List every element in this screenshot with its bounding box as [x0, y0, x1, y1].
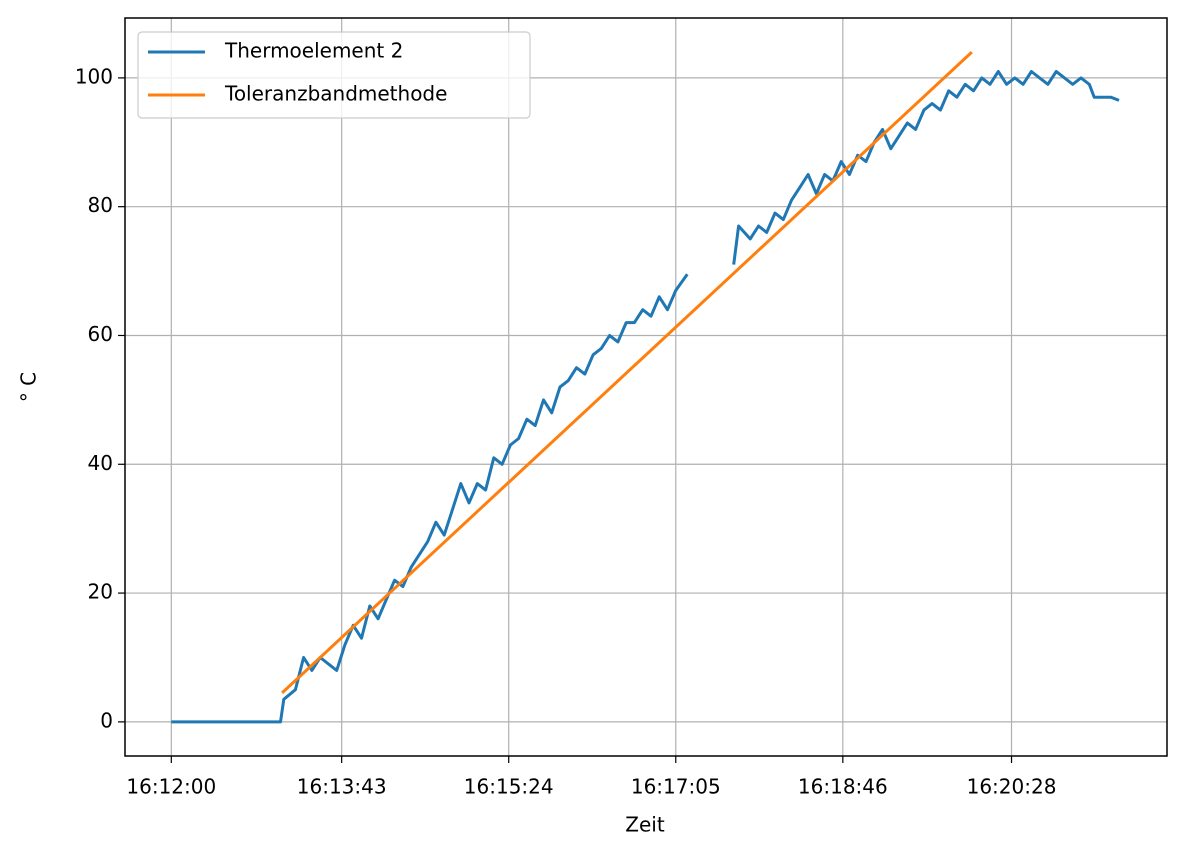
- y-tick-label: 20: [88, 580, 113, 604]
- x-tick-label: 16:18:46: [798, 775, 888, 799]
- y-tick-label: 40: [88, 451, 113, 475]
- legend-box: [137, 31, 531, 119]
- data-line: [171, 70, 1120, 724]
- x-tick-label: 16:12:00: [126, 775, 216, 799]
- x-tick-label: 16:20:28: [967, 775, 1057, 799]
- x-tick-label: 16:15:24: [464, 775, 554, 799]
- plot-frame: [124, 17, 1168, 757]
- y-tick-label: 60: [88, 322, 113, 346]
- x-tick-label: 16:13:43: [297, 775, 387, 799]
- y-tick-label: 100: [75, 64, 113, 88]
- x-axis-label: Zeit: [625, 813, 665, 837]
- y-tick-label: 80: [88, 193, 113, 217]
- legend-label: Toleranzbandmethode: [224, 82, 447, 106]
- legend-label: Thermoelement 2: [224, 39, 403, 63]
- x-tick-label: 16:17:05: [631, 775, 721, 799]
- y-tick-label: 0: [100, 708, 113, 732]
- y-axis-label: ° C: [17, 372, 41, 402]
- data-line: [281, 51, 973, 694]
